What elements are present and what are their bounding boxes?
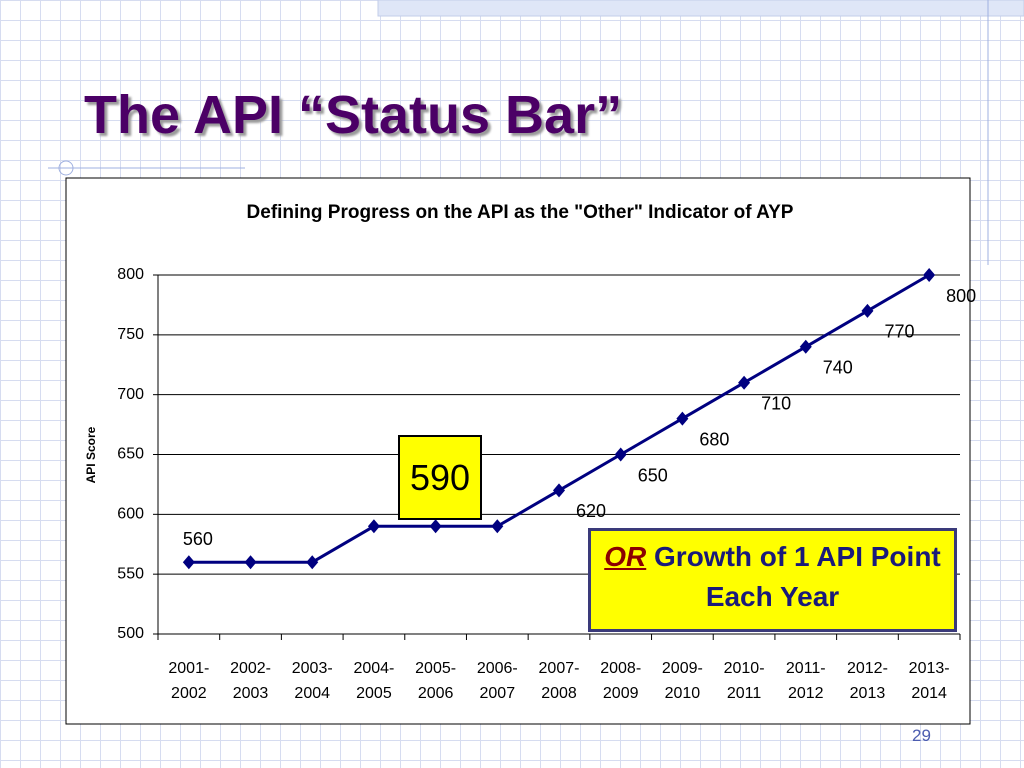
chart-title: Defining Progress on the API as the "Oth… [247, 202, 794, 223]
data-label: 680 [699, 429, 729, 449]
data-label: 770 [884, 322, 914, 342]
annotation: OR Growth of 1 API Point Each Year [588, 528, 957, 632]
x-tick-label: 2003-2004 [291, 660, 333, 702]
marker [861, 303, 874, 318]
marker [306, 555, 319, 570]
data-label: 740 [823, 358, 853, 378]
annotation-emphasis: OR [604, 541, 647, 572]
data-label-box: 590 [398, 435, 482, 520]
marker [738, 375, 751, 390]
page-number: 29 [912, 726, 931, 745]
x-tick-label: 2006-2007 [476, 660, 518, 702]
x-tick-label: 2011-2012 [785, 660, 826, 702]
header-band [377, 0, 1024, 17]
marker [799, 339, 812, 354]
x-tick-label: 2005-2006 [415, 660, 457, 702]
data-label: 800 [946, 286, 976, 306]
x-tick-label: 2009-2010 [661, 660, 703, 702]
y-tick-label: 700 [117, 386, 144, 403]
slide-title: The API “Status Bar” [84, 85, 623, 145]
data-label: 560 [183, 529, 213, 549]
chart-frame [65, 177, 971, 725]
x-tick-label: 2001-2002 [168, 660, 210, 702]
x-tick-label: 2013-2014 [908, 660, 950, 702]
marker [244, 555, 257, 570]
x-tick-label: 2007-2008 [538, 660, 580, 702]
y-axis-label: API Score [84, 426, 98, 483]
marker [553, 483, 565, 498]
marker [429, 519, 442, 534]
x-tick-label: 2010-2011 [723, 660, 765, 702]
y-tick-label: 750 [117, 326, 144, 343]
x-tick-label: 2002-2003 [230, 660, 271, 702]
annotation-text: Growth of 1 API Point Each Year [654, 541, 941, 612]
marker [614, 447, 627, 462]
x-tick-label: 2008-2009 [600, 660, 642, 702]
marker [367, 519, 380, 534]
marker [491, 519, 504, 534]
marker [923, 268, 936, 282]
marker [676, 411, 689, 426]
marker [182, 555, 195, 570]
y-tick-label: 600 [117, 506, 144, 523]
data-label: 620 [576, 501, 606, 521]
y-tick-label: 550 [117, 565, 144, 582]
x-tick-label: 2004-2005 [353, 660, 395, 702]
data-label: 650 [638, 465, 668, 485]
y-tick-label: 500 [117, 625, 144, 642]
y-tick-label: 650 [117, 446, 144, 463]
data-label: 710 [761, 393, 791, 413]
deco-circle [58, 160, 74, 176]
x-tick-label: 2012-2013 [846, 660, 888, 702]
y-tick-label: 800 [117, 266, 144, 283]
